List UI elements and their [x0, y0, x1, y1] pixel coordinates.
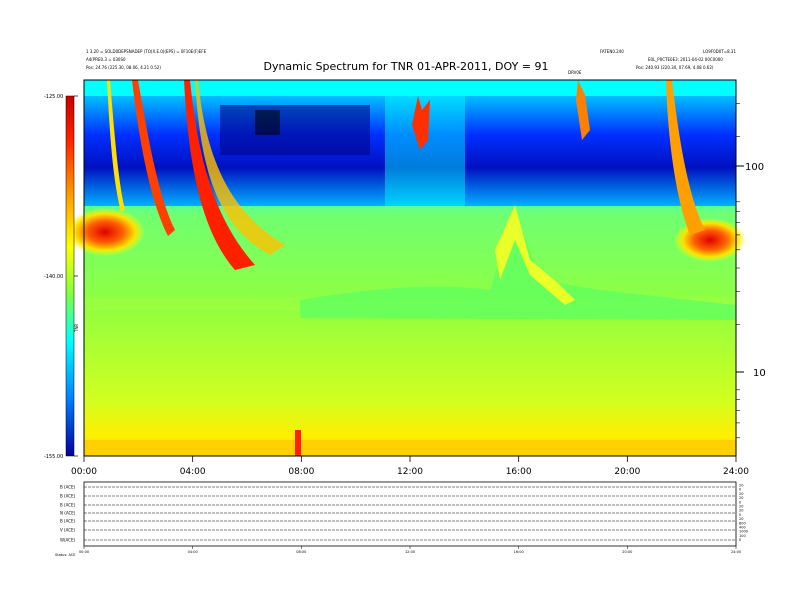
burst-spike: [295, 430, 301, 456]
mini-right-tick-label: 20: [739, 496, 743, 500]
x-tick-label: 16:00: [506, 467, 532, 477]
x-tick-label: 12:00: [397, 467, 423, 477]
mini-right-tick-label: 20: [739, 505, 743, 509]
colorbar: -125.00 -140.00 -155.00 TNR: [44, 94, 79, 460]
mini-panel-label: W(ACE): [60, 538, 76, 543]
right-minor-ticks: [736, 103, 740, 439]
right-axis: 100 10: [736, 103, 766, 439]
colorbar-label: TNR: [74, 324, 79, 333]
colorbar-gradient: [65, 95, 75, 457]
mini-right-tick-label: 100: [739, 534, 746, 538]
mini-right-tick-label: 0: [739, 513, 741, 517]
mini-right-tick-label: 20: [739, 509, 743, 513]
spectrogram-bottom-band: [84, 440, 736, 456]
mini-x-tick-label: 04:00: [188, 550, 198, 554]
spectrogram-dark-region: [220, 105, 370, 155]
header-left-line-1: 1 3.20 = SOLD0DEPSNADEP (TO(X.E.0)(EPS) …: [86, 49, 207, 54]
colorbar-tick-label-mid: -140.00: [44, 274, 63, 280]
burst-track-1: [132, 80, 175, 236]
mini-panel-label: B (ACE): [60, 494, 76, 499]
x-tick-label: 04:00: [180, 467, 206, 477]
colorbar-tick-label-top: -125.00: [44, 94, 63, 100]
header-right-line-4: Pos: 240.93 (220.30, 07.69, 4.08 0.62): [636, 65, 714, 70]
mini-right-tick-label: 0: [739, 500, 741, 504]
mini-panel-label: B (ACE): [60, 503, 76, 508]
header-right-line-2: LO9F0D0T=8.31: [703, 49, 736, 54]
right-tick-label-10: 10: [753, 368, 766, 379]
burst-track-5: [107, 80, 125, 212]
mini-panel-label: B (ACE): [60, 519, 76, 524]
mini-x-tick-label: 24:00: [731, 550, 741, 554]
x-tick-label: 08:00: [288, 467, 314, 477]
chart-title: Dynamic Spectrum for TNR 01-APR-2011, DO…: [263, 60, 548, 73]
spectrogram-emission-band: [300, 210, 736, 320]
burst-patch-2: [576, 80, 590, 140]
mini-panel-label: N (ACE): [60, 511, 76, 516]
mini-right-tick-label: 0: [739, 538, 741, 542]
spectrogram: [65, 79, 746, 457]
burst-track-4: [666, 80, 705, 235]
burst-blob-1: [65, 208, 145, 256]
mini-x-tick-label: 00:00: [79, 550, 89, 554]
burst-track-2: [184, 80, 255, 270]
header-left-line-2: A4(PRE0.3 = 030S0: [86, 57, 126, 62]
mini-x-tick-label: 12:00: [405, 550, 415, 554]
header-right-line-1: FATEN0.240: [600, 49, 624, 54]
mini-panels-frame: [83, 481, 737, 547]
mini-footer-label: Status: ACE: [55, 553, 75, 557]
x-tick-label: 24:00: [723, 467, 749, 477]
burst-blob-2: [674, 218, 746, 262]
burst-track-3: [195, 80, 285, 255]
spectrogram-emission-ridge: [495, 205, 575, 305]
header-right-line-3: E0L_P0CTE0E3: 2011-04-02 00C0000: [648, 57, 723, 62]
marker-label: DRV0E: [568, 70, 582, 75]
x-tick-label: 20:00: [614, 467, 640, 477]
mini-x-tick-label: 20:00: [622, 550, 632, 554]
mini-right-tick-label: 800: [739, 521, 746, 525]
mini-x-tick-label: 16:00: [514, 550, 524, 554]
mini-x-tick-label: 08:00: [296, 550, 306, 554]
x-axis: 00:00 04:00 08:00 12:00 16:00 20:00 24:00: [71, 456, 749, 477]
header-left-line-3: Pos: 24.76 (225.30, 08.06, 4.21 0.52): [86, 65, 161, 70]
spectrogram-darkest-region: [255, 110, 280, 135]
mini-right-tick-label: 20: [739, 492, 743, 496]
mini-panels: B (ACE) B (ACE) B (ACE) N (ACE) B (ACE) V (AC…: [55, 481, 748, 557]
right-tick-label-100: 100: [745, 162, 764, 173]
mini-right-tick-label: 20: [739, 517, 743, 521]
mini-right-tick-label: 20: [739, 484, 743, 488]
x-tick-label: 00:00: [71, 467, 97, 477]
spectrogram-top-band: [84, 80, 736, 96]
colorbar-tick-label-bottom: -155.00: [44, 454, 63, 460]
mini-right-tick-label: 0: [739, 488, 741, 492]
mini-panel-label: V (ACE): [60, 528, 76, 533]
burst-patch-1: [412, 96, 430, 150]
mini-panel-label: B (ACE): [60, 485, 76, 490]
mini-right-tick-label: 1000: [739, 530, 748, 534]
mini-right-tick-label: 400: [739, 526, 746, 530]
